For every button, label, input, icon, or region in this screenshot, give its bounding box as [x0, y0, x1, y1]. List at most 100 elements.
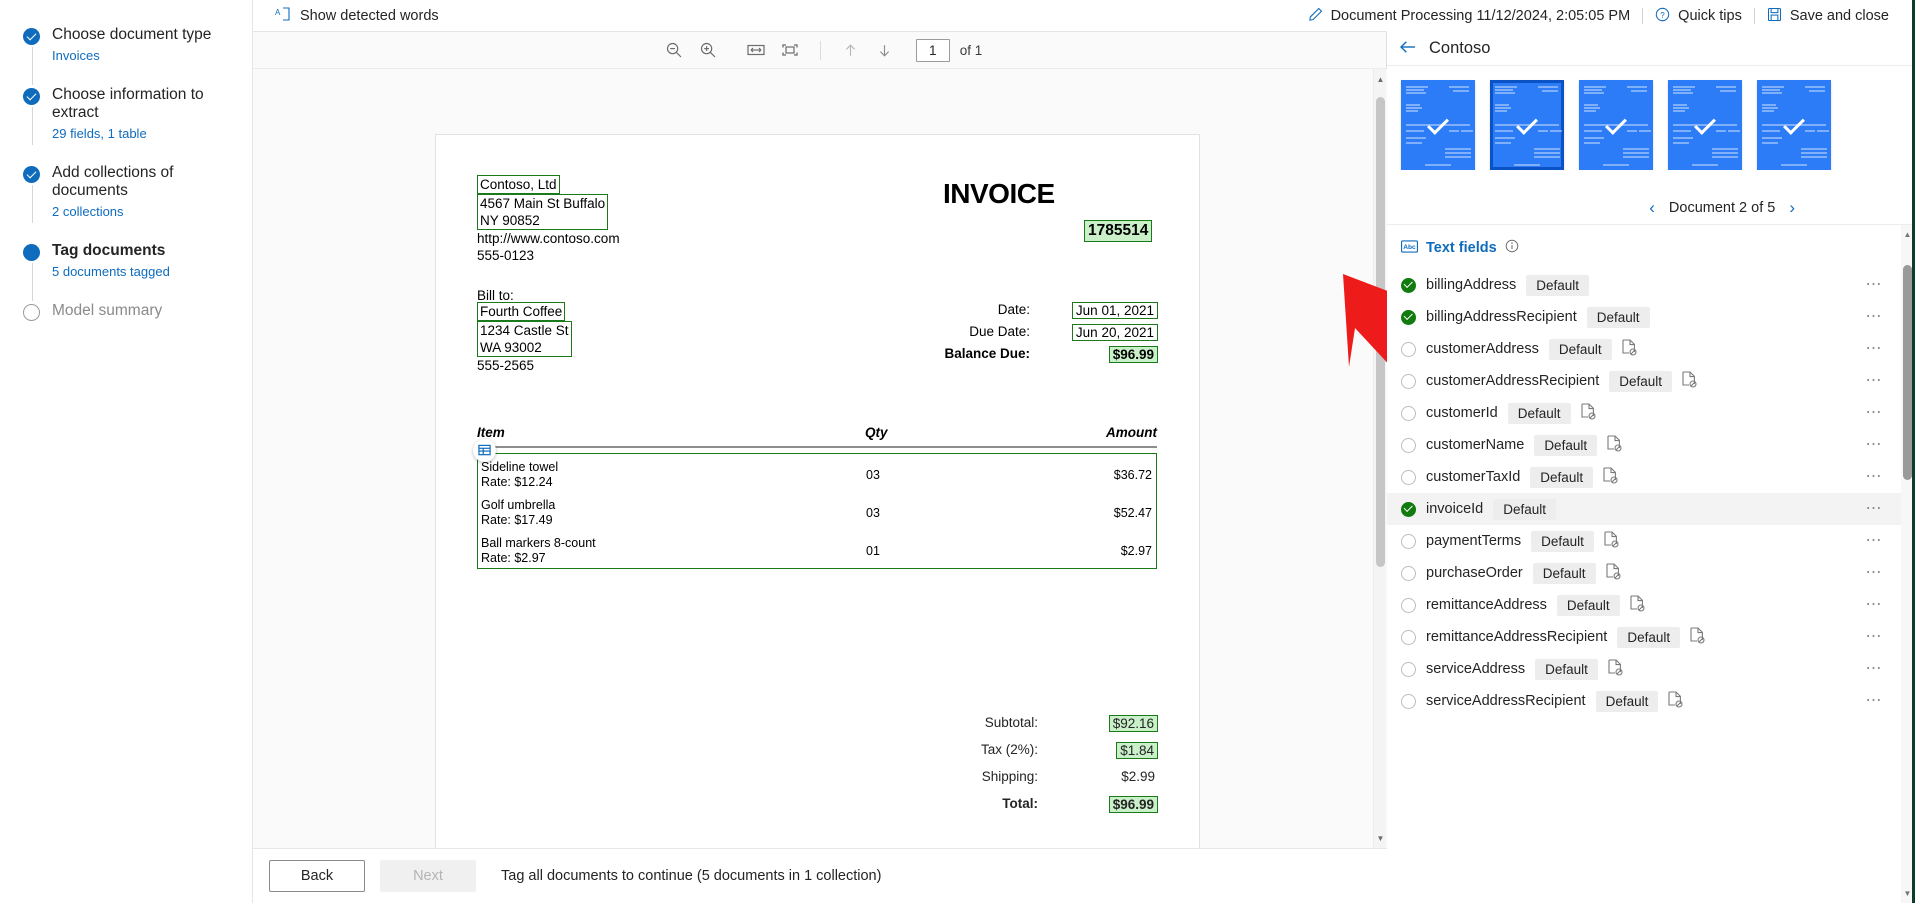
back-button[interactable]: Back [269, 860, 365, 892]
field-row-serviceAddress[interactable]: serviceAddress Default ⋯ [1387, 653, 1901, 685]
field-type-pill[interactable]: Default [1526, 274, 1590, 296]
more-options-icon[interactable]: ⋯ [1865, 404, 1883, 421]
field-row-remittanceAddressRecipient[interactable]: remittanceAddressRecipient Default ⋯ [1387, 621, 1901, 653]
wizard-step-3[interactable]: Add collections of documents 2 collection… [0, 164, 252, 223]
invoice-total-value[interactable]: $96.99 [1108, 796, 1158, 813]
save-and-close-button[interactable]: Save and close [1755, 0, 1901, 32]
next-page-button[interactable] [868, 36, 902, 64]
field-row-billingAddressRecipient[interactable]: billingAddressRecipient Default ⋯ [1387, 301, 1901, 333]
not-present-document-icon[interactable] [1580, 402, 1596, 424]
field-row-invoiceId[interactable]: invoiceId Default ⋯ [1387, 493, 1901, 525]
field-row-paymentTerms[interactable]: paymentTerms Default ⋯ [1387, 525, 1901, 557]
not-present-document-icon[interactable] [1608, 658, 1623, 680]
field-tag-status-icon[interactable] [1401, 277, 1416, 293]
wizard-step-1[interactable]: Choose document type Invoices [0, 26, 252, 85]
back-arrow-icon[interactable] [1399, 39, 1417, 59]
fit-page-icon[interactable] [773, 36, 807, 64]
viewer-scrollbar[interactable]: ▲ ▼ [1373, 69, 1386, 848]
field-tag-status-icon[interactable] [1401, 405, 1416, 421]
vendor-address-box[interactable]: 4567 Main St Buffalo NY 90852 [477, 194, 609, 230]
field-type-pill[interactable]: Default [1556, 594, 1620, 616]
thumbnail-strip[interactable] [1387, 66, 1915, 170]
invoice-total-value[interactable]: $92.16 [1108, 715, 1158, 732]
field-tag-status-icon[interactable] [1401, 437, 1416, 453]
not-present-document-icon[interactable] [1622, 338, 1637, 360]
more-options-icon[interactable]: ⋯ [1865, 660, 1883, 677]
wizard-step-sub-1[interactable]: Invoices [52, 48, 100, 63]
not-present-document-icon[interactable] [1605, 562, 1621, 584]
more-options-icon[interactable]: ⋯ [1865, 372, 1883, 389]
field-row-billingAddress[interactable]: billingAddress Default ⋯ [1387, 269, 1901, 301]
table-tag-icon[interactable] [473, 439, 496, 462]
field-tag-status-icon[interactable] [1401, 469, 1416, 485]
field-type-pill[interactable]: Default [1535, 658, 1598, 680]
fit-width-icon[interactable] [739, 36, 773, 64]
field-tag-status-icon[interactable] [1401, 565, 1416, 581]
not-present-document-icon[interactable] [1668, 690, 1683, 712]
scroll-up-icon[interactable]: ▲ [1376, 74, 1385, 84]
field-tag-status-icon[interactable] [1401, 373, 1416, 389]
zoom-out-icon[interactable] [657, 36, 691, 64]
zoom-in-icon[interactable] [691, 36, 725, 64]
bill-to-name[interactable]: Fourth Coffee [477, 302, 566, 321]
document-thumbnail-5[interactable] [1757, 80, 1831, 170]
field-row-remittanceAddress[interactable]: remittanceAddress Default ⋯ [1387, 589, 1901, 621]
chevron-right-icon[interactable]: › [1789, 198, 1795, 217]
more-options-icon[interactable]: ⋯ [1865, 596, 1883, 613]
invoice-number-highlight[interactable]: 1785514 [1084, 220, 1153, 242]
more-options-icon[interactable]: ⋯ [1865, 340, 1883, 357]
field-type-pill[interactable]: Default [1493, 498, 1557, 520]
field-type-pill[interactable]: Default [1595, 690, 1659, 712]
field-type-pill[interactable]: Default [1530, 466, 1594, 488]
wizard-step-sub-3[interactable]: 2 collections [52, 204, 124, 219]
date-value[interactable]: Jun 01, 2021 [1071, 302, 1158, 319]
line-items-table[interactable]: Sideline towel Rate: $12.24 03 $36.72 Golf u… [477, 453, 1157, 569]
more-options-icon[interactable]: ⋯ [1865, 628, 1883, 645]
more-options-icon[interactable]: ⋯ [1865, 500, 1883, 517]
show-detected-words-button[interactable]: A Show detected words [275, 6, 439, 26]
quick-tips-button[interactable]: ? Quick tips [1643, 0, 1754, 32]
fields-scroll-thumb[interactable] [1903, 265, 1912, 480]
wizard-step-sub-2[interactable]: 29 fields, 1 table [52, 126, 147, 141]
fields-scroll-down-icon[interactable]: ▼ [1903, 889, 1912, 898]
document-thumbnail-1[interactable] [1401, 80, 1475, 170]
wizard-step-4[interactable]: Tag documents 5 documents tagged [0, 242, 252, 301]
field-row-customerTaxId[interactable]: customerTaxId Default ⋯ [1387, 461, 1901, 493]
not-present-document-icon[interactable] [1682, 370, 1697, 392]
invoice-page[interactable]: Contoso, Ltd 4567 Main St Buffalo NY 908… [436, 135, 1199, 848]
not-present-document-icon[interactable] [1603, 466, 1618, 488]
balance-due-value[interactable]: $96.99 [1108, 346, 1158, 363]
wizard-step-2[interactable]: Choose information to extract 29 fields, … [0, 86, 252, 145]
document-thumbnail-3[interactable] [1579, 80, 1653, 170]
wizard-step-5[interactable]: Model summary [0, 302, 252, 321]
field-type-pill[interactable]: Default [1532, 562, 1596, 584]
fields-scrollbar[interactable]: ▲ ▼ [1901, 225, 1914, 903]
field-type-pill[interactable]: Default [1507, 402, 1571, 424]
field-tag-status-icon[interactable] [1401, 693, 1416, 709]
document-processing-button[interactable]: Document Processing 11/12/2024, 2:05:05 … [1296, 0, 1643, 32]
document-thumbnail-2[interactable] [1490, 80, 1564, 170]
more-options-icon[interactable]: ⋯ [1865, 308, 1883, 325]
field-row-customerName[interactable]: customerName Default ⋯ [1387, 429, 1901, 461]
field-row-purchaseOrder[interactable]: purchaseOrder Default ⋯ [1387, 557, 1901, 589]
invoice-total-value[interactable]: $1.84 [1116, 742, 1158, 759]
fields-scroll-up-icon[interactable]: ▲ [1903, 230, 1912, 239]
not-present-document-icon[interactable] [1630, 594, 1645, 616]
info-circle-icon[interactable] [1505, 239, 1519, 257]
field-row-customerAddress[interactable]: customerAddress Default ⋯ [1387, 333, 1901, 365]
more-options-icon[interactable]: ⋯ [1865, 436, 1883, 453]
field-type-pill[interactable]: Default [1586, 306, 1650, 328]
field-tag-status-icon[interactable] [1401, 661, 1416, 677]
field-row-customerId[interactable]: customerId Default ⋯ [1387, 397, 1901, 429]
document-thumbnail-4[interactable] [1668, 80, 1742, 170]
field-tag-status-icon[interactable] [1401, 341, 1416, 357]
document-scroll-area[interactable]: Contoso, Ltd 4567 Main St Buffalo NY 908… [253, 69, 1387, 848]
field-row-customerAddressRecipient[interactable]: customerAddressRecipient Default ⋯ [1387, 365, 1901, 397]
field-tag-status-icon[interactable] [1401, 533, 1416, 549]
chevron-left-icon[interactable]: ‹ [1649, 198, 1655, 217]
bill-to-address-box[interactable]: 1234 Castle St WA 93002 [477, 321, 572, 357]
more-options-icon[interactable]: ⋯ [1865, 276, 1883, 293]
more-options-icon[interactable]: ⋯ [1865, 564, 1883, 581]
not-present-document-icon[interactable] [1604, 530, 1619, 552]
scroll-down-icon[interactable]: ▼ [1376, 833, 1385, 843]
